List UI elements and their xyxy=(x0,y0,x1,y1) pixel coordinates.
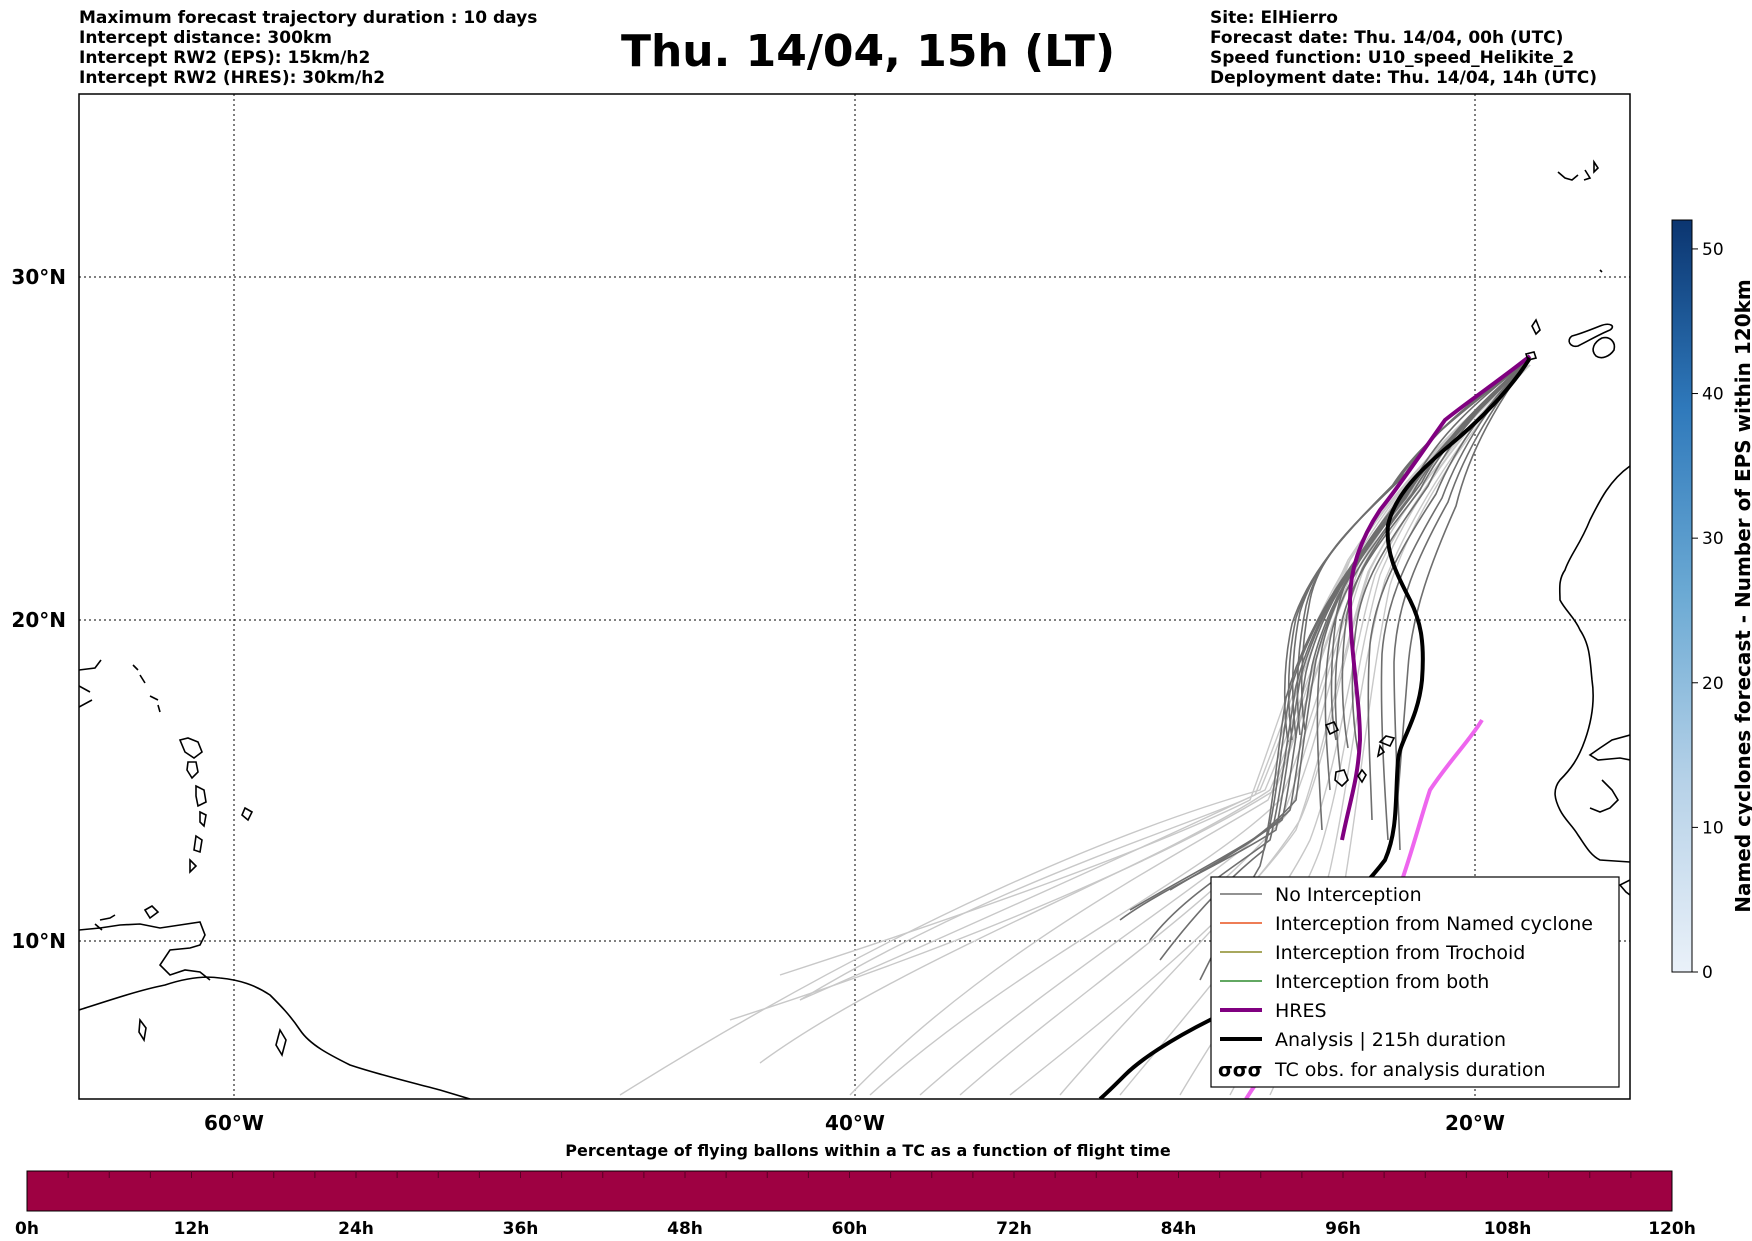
intercept-hres-text: Intercept RW2 (HRES): 30km/h2 xyxy=(79,68,386,88)
legend-label-analysis: Analysis | 215h duration xyxy=(1275,1029,1506,1051)
bottom-colorbar: Percentage of flying ballons within a TC… xyxy=(15,1141,1696,1239)
site-text: Site: ElHierro xyxy=(1210,8,1338,28)
lat-tick-10n: 10°N xyxy=(11,929,66,953)
bottom-colorbar-tick-label: 60h xyxy=(832,1219,868,1239)
lat-tick-20n: 20°N xyxy=(11,608,66,632)
deployment-date-text: Deployment date: Thu. 14/04, 14h (UTC) xyxy=(1210,68,1597,88)
vertical-colorbar-gradient xyxy=(1671,219,1693,973)
bottom-colorbar-tick-label: 24h xyxy=(338,1219,374,1239)
bottom-colorbar-tick-label: 0h xyxy=(15,1219,39,1239)
bottom-colorbar-tick-label: 96h xyxy=(1325,1219,1361,1239)
analysis-track xyxy=(1098,356,1532,1099)
header-left-info: Maximum forecast trajectory duration : 1… xyxy=(79,8,537,88)
page-title-wrap: Thu. 14/04, 15h (LT) xyxy=(0,24,1752,80)
speed-function-text: Speed function: U10_speed_Helikite_2 xyxy=(1210,48,1575,68)
vertical-colorbar-ticks: 50 40 30 20 10 0 xyxy=(1692,240,1724,983)
hres-track xyxy=(1340,354,1532,841)
legend-box xyxy=(1210,876,1620,1088)
legend-label-trochoid: Interception from Trochoid xyxy=(1275,942,1525,964)
bottom-colorbar-tick-label: 48h xyxy=(667,1219,703,1239)
bottom-colorbar-minor-ticks xyxy=(67,1171,1632,1178)
bottom-colorbar-label: Percentage of flying ballons within a TC… xyxy=(565,1141,1171,1160)
bottom-colorbar-tick-label: 72h xyxy=(996,1219,1032,1239)
vertical-colorbar: 50 40 30 20 10 0 Named cyclones forecast - Nu… xyxy=(1671,219,1752,983)
page-title: Thu. 14/04, 15h (LT) xyxy=(620,26,1116,77)
forecast-date-text: Forecast date: Thu. 14/04, 00h (UTC) xyxy=(1210,28,1564,48)
legend-label-named-cyclone: Interception from Named cyclone xyxy=(1275,913,1593,935)
bottom-colorbar-tick-label: 108h xyxy=(1484,1219,1532,1239)
vertical-colorbar-tick-label: 50 xyxy=(1702,240,1724,260)
vertical-colorbar-tick-label: 0 xyxy=(1702,963,1713,983)
legend-label-hres: HRES xyxy=(1275,1000,1327,1022)
header-right-info: Site: ElHierro Forecast date: Thu. 14/04… xyxy=(1210,8,1597,88)
lat-tick-30n: 30°N xyxy=(11,265,66,289)
max-duration-text: Maximum forecast trajectory duration : 1… xyxy=(79,8,538,28)
tc-obs-symbol-icon: σσσ xyxy=(1218,1059,1262,1081)
bottom-colorbar-tick-label: 12h xyxy=(174,1219,210,1239)
graticule xyxy=(79,94,1630,1099)
vertical-colorbar-tick-label: 30 xyxy=(1702,529,1724,549)
bottom-colorbar-tick-label: 84h xyxy=(1161,1219,1197,1239)
vertical-colorbar-label: Named cyclones forecast - Number of EPS … xyxy=(1731,279,1752,913)
vertical-colorbar-tick-label: 40 xyxy=(1702,385,1724,405)
intercept-eps-text: Intercept RW2 (EPS): 15km/h2 xyxy=(79,48,371,68)
lon-tick-40w: 40°W xyxy=(825,1111,885,1135)
coastlines-africa xyxy=(1324,159,1630,896)
legend-label-both: Interception from both xyxy=(1275,971,1489,993)
lon-tick-20w: 20°W xyxy=(1445,1111,1505,1135)
bottom-colorbar-ticks: 0h 12h 24h 36h 48h 60h 72h 84h 96h 108h 120h xyxy=(15,1219,1696,1239)
legend-label-tc-obs: TC obs. for analysis duration xyxy=(1274,1059,1546,1081)
vertical-colorbar-tick-label: 20 xyxy=(1702,674,1724,694)
legend: No Interception Interception from Named … xyxy=(1210,876,1620,1088)
lon-tick-60w: 60°W xyxy=(204,1111,264,1135)
coastlines xyxy=(79,659,471,1099)
bottom-colorbar-tick-label: 120h xyxy=(1648,1219,1696,1239)
legend-label-no-interception: No Interception xyxy=(1275,884,1422,906)
bottom-colorbar-tick-label: 36h xyxy=(503,1219,539,1239)
map-frame xyxy=(78,93,1631,1100)
vertical-colorbar-tick-label: 10 xyxy=(1702,818,1724,838)
intercept-distance-text: Intercept distance: 300km xyxy=(79,28,332,48)
